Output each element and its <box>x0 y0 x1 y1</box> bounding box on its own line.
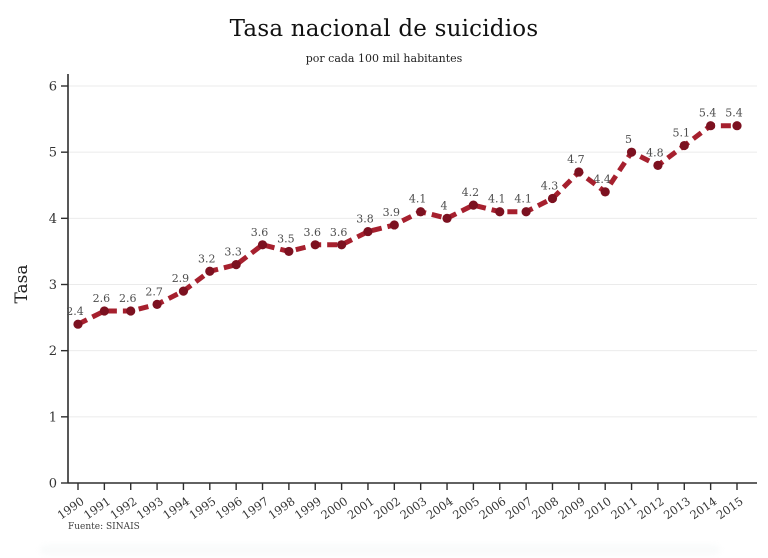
data-point <box>521 207 531 217</box>
y-tick-label: 5 <box>49 146 57 161</box>
data-point-label: 3.6 <box>251 226 269 239</box>
data-point <box>73 319 83 329</box>
data-point-label: 5.4 <box>725 107 743 120</box>
y-tick-label: 6 <box>49 80 57 95</box>
x-tick-label: 2002 <box>371 494 403 522</box>
data-point <box>389 220 399 230</box>
data-point-label: 4.1 <box>514 193 532 206</box>
data-point <box>205 266 215 276</box>
x-tick-label: 1992 <box>107 494 139 522</box>
data-point-label: 3.9 <box>383 206 401 219</box>
x-tick-label: 2008 <box>529 494 561 522</box>
data-point-label: 4.1 <box>409 193 427 206</box>
data-point <box>284 246 294 257</box>
x-tick-label: 1998 <box>266 494 298 522</box>
data-point <box>363 226 373 237</box>
data-point-label: 2.9 <box>172 272 190 285</box>
data-point-label: 2.4 <box>66 305 84 318</box>
x-tick-label: 2011 <box>608 494 640 522</box>
x-tick-label: 1990 <box>55 494 87 522</box>
data-point <box>310 240 320 250</box>
data-point <box>152 299 162 309</box>
data-point <box>442 213 452 223</box>
source-note: Fuente: SINAIS <box>68 522 140 532</box>
data-point-label: 5.1 <box>673 127 691 140</box>
x-tick-label: 1994 <box>160 494 192 522</box>
data-point-label: 5 <box>625 133 632 146</box>
x-tick-label: 2004 <box>424 494 456 522</box>
data-point <box>337 240 347 250</box>
trend-line <box>76 123 737 327</box>
data-point <box>231 260 241 270</box>
x-tick-label: 2014 <box>687 494 719 522</box>
data-point <box>178 286 189 296</box>
x-tick-label: 2009 <box>556 494 588 522</box>
x-tick-label: 2013 <box>661 494 693 522</box>
y-tick-label: 1 <box>49 410 57 425</box>
x-tick-label: 2010 <box>582 494 614 522</box>
x-tick-label: 1993 <box>134 494 166 522</box>
x-tick-label: 2005 <box>450 494 482 522</box>
data-point <box>257 240 268 250</box>
x-tick-label: 1997 <box>239 494 271 522</box>
x-tick-label: 2012 <box>635 494 667 522</box>
x-tick-label: 1999 <box>292 494 324 522</box>
data-point <box>416 207 426 217</box>
x-tick-label: 2001 <box>345 494 377 522</box>
data-point <box>468 200 478 210</box>
x-tick-label: 1991 <box>81 494 113 522</box>
x-tick-label: 2003 <box>397 494 429 522</box>
data-point <box>706 121 716 131</box>
y-tick-label: 0 <box>49 477 57 492</box>
data-point-label: 4 <box>441 199 448 212</box>
x-tick-label: 2000 <box>318 494 350 522</box>
data-point <box>653 160 663 170</box>
data-point-label: 3.3 <box>224 246 242 259</box>
data-point <box>600 187 610 197</box>
data-point-label: 3.5 <box>277 232 295 245</box>
bottom-edge-artifact <box>40 545 720 555</box>
y-tick-label: 4 <box>49 212 57 227</box>
data-point <box>126 306 136 316</box>
data-point-label: 4.3 <box>541 179 559 192</box>
data-point-label: 3.2 <box>198 252 216 265</box>
data-point-label: 2.6 <box>119 292 137 305</box>
x-tick-label: 2006 <box>476 494 508 522</box>
data-point-label: 4.2 <box>462 186 480 199</box>
data-point <box>547 193 558 204</box>
chart-title: Tasa nacional de suicidios <box>229 16 539 42</box>
y-tick-label: 2 <box>49 344 57 359</box>
data-point <box>574 167 584 177</box>
data-point-label: 2.6 <box>93 292 111 305</box>
data-point-label: 4.4 <box>593 173 611 186</box>
data-point-label: 3.8 <box>356 213 374 226</box>
data-point-label: 4.7 <box>567 153 585 166</box>
chart-subtitle: por cada 100 mil habitantes <box>305 52 463 65</box>
data-point <box>732 121 742 131</box>
data-point-label: 4.8 <box>646 146 664 159</box>
data-point <box>626 147 637 157</box>
data-point-label: 3.6 <box>303 226 321 239</box>
data-point-label: 2.7 <box>145 285 163 298</box>
data-point <box>99 306 109 316</box>
data-point-label: 3.6 <box>330 226 348 239</box>
data-point-label: 5.4 <box>699 107 717 120</box>
x-tick-label: 1995 <box>187 494 219 522</box>
data-point <box>679 140 689 151</box>
data-point-label: 4.1 <box>488 193 506 206</box>
x-tick-label: 2007 <box>503 494 535 522</box>
x-tick-label: 2015 <box>714 494 746 522</box>
data-point <box>495 207 505 217</box>
x-tick-label: 1996 <box>213 494 245 522</box>
y-tick-label: 3 <box>49 278 57 293</box>
